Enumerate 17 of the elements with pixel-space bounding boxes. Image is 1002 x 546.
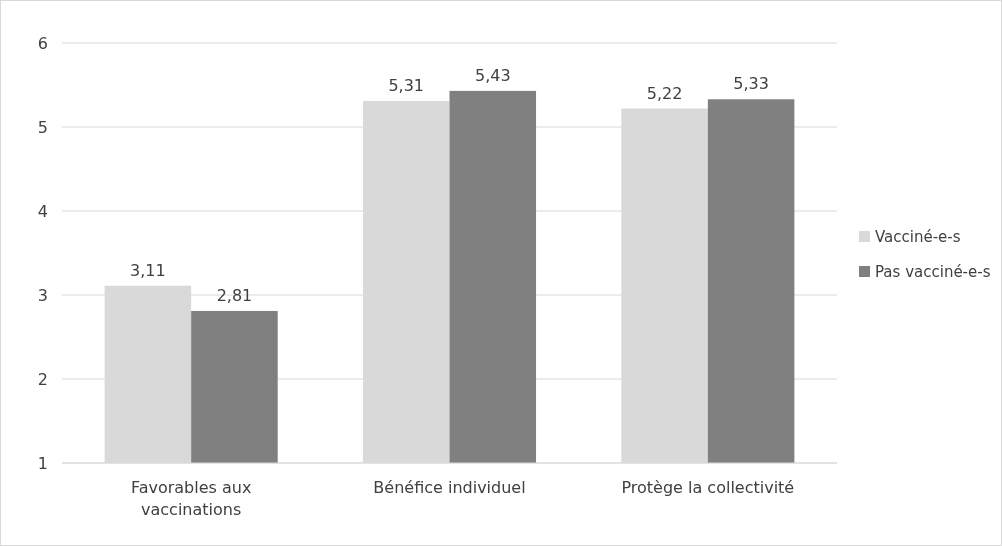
data-label: 5,31 bbox=[388, 75, 425, 95]
x-tick-label: Favorables aux vaccinations bbox=[130, 478, 252, 519]
y-tick-label: 6 bbox=[37, 33, 48, 53]
y-tick-label: 2 bbox=[37, 369, 48, 389]
data-label: 3,11 bbox=[130, 260, 166, 280]
data-label: 5,43 bbox=[474, 65, 511, 85]
legend-label: Vacciné-e-s bbox=[875, 228, 961, 247]
y-tick-label: 4 bbox=[37, 201, 48, 221]
legend-label: Pas vacciné-e-s bbox=[875, 263, 991, 282]
x-tick-label: Protège la collectivité bbox=[621, 478, 795, 497]
data-label: 5,22 bbox=[646, 83, 683, 103]
y-tick-label: 1 bbox=[37, 453, 48, 473]
data-label: 2,81 bbox=[216, 285, 253, 305]
x-tick-label: Bénéfice individuel bbox=[373, 478, 526, 497]
y-tick-label: 5 bbox=[37, 117, 48, 137]
data-label: 5,33 bbox=[733, 74, 769, 94]
y-tick-label: 3 bbox=[37, 285, 48, 305]
